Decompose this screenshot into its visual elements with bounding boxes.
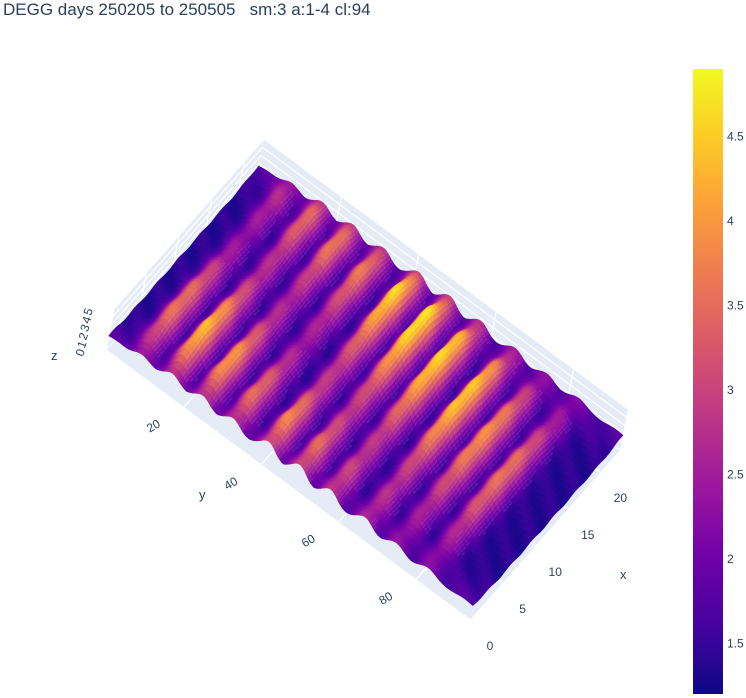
- z-gridline: [263, 138, 629, 410]
- z-gridline: [260, 154, 626, 426]
- z-gridline: [262, 146, 627, 418]
- surface-mesh: [108, 165, 624, 607]
- z-gridline: [108, 163, 260, 334]
- x-gridline: [105, 308, 115, 351]
- z-gridline: [110, 155, 262, 326]
- chart-title: DEGG days 250205 to 250505 sm:3 a:1-4 cl…: [3, 0, 371, 19]
- z-gridline: [111, 146, 263, 318]
- z-gridline: [113, 138, 265, 310]
- x-gridline: [105, 349, 471, 621]
